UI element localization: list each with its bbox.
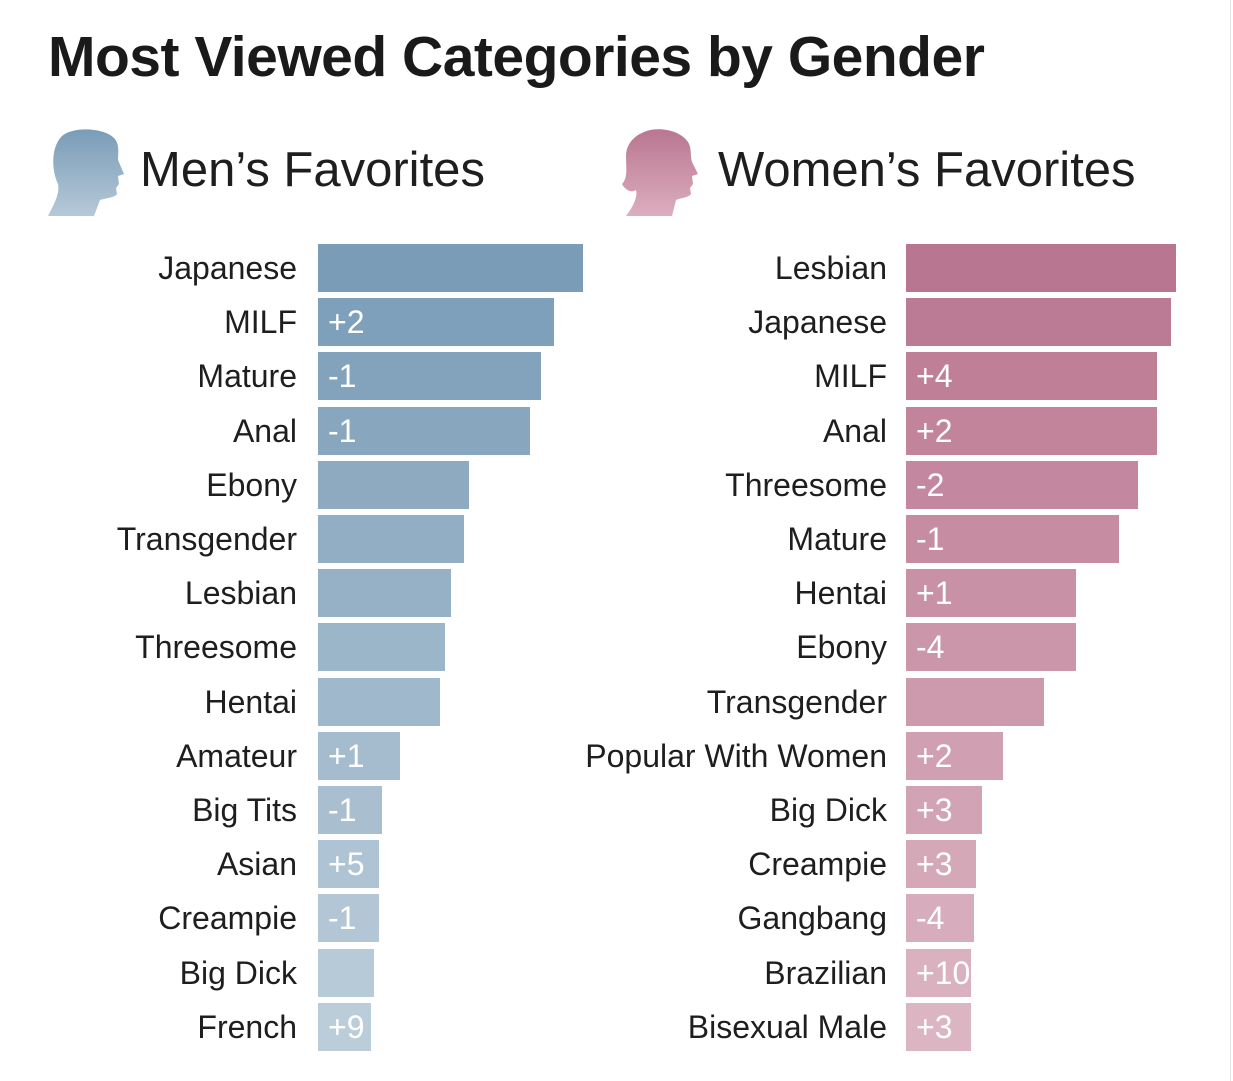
female-head-silhouette-icon — [622, 129, 698, 216]
men-bar — [318, 460, 470, 509]
women-bar — [906, 352, 1158, 401]
womens-favorites-title: Women’s Favorites — [718, 143, 1136, 197]
men-bar — [318, 298, 554, 347]
women-bar — [906, 244, 1176, 292]
women-bar — [906, 1002, 971, 1051]
women-category-label: Big Dick — [769, 792, 887, 828]
chart-title: Most Viewed Categories by Gender — [48, 25, 985, 89]
women-bar — [906, 569, 1077, 618]
women-category-label: Anal — [822, 412, 887, 449]
women-category-label: Gangbang — [737, 900, 887, 937]
women-bar — [906, 406, 1158, 455]
women-category-label: Lesbian — [774, 250, 887, 286]
men-rank-change-label: +5 — [328, 846, 365, 883]
men-category-label: MILF — [224, 304, 297, 341]
women-category-label: Threesome — [725, 466, 887, 503]
women-category-label: Ebony — [796, 629, 887, 666]
women-bar — [906, 840, 977, 889]
men-category-label: Asian — [216, 846, 297, 883]
women-category-label: Bisexual Male — [687, 1008, 887, 1045]
women-bar — [906, 948, 971, 997]
men-bar — [318, 244, 583, 292]
women-category-label: Hentai — [794, 575, 888, 612]
women-bar — [906, 894, 974, 943]
men-category-label: Japanese — [158, 250, 297, 286]
women-rank-change-label: +3 — [916, 1008, 953, 1045]
women-rank-change-label: +3 — [916, 846, 953, 883]
men-bar — [318, 515, 464, 563]
women-category-label: Japanese — [748, 304, 887, 341]
women-category-label: MILF — [814, 358, 887, 395]
women-bar — [906, 515, 1120, 563]
women-rank-change-label: +10 — [916, 954, 971, 991]
women-bar — [906, 623, 1077, 672]
men-bar — [318, 406, 530, 455]
men-bar — [318, 569, 451, 618]
men-bar — [318, 840, 379, 889]
men-category-label: Threesome — [135, 629, 297, 666]
men-category-label: Ebony — [206, 466, 297, 503]
men-category-label: Mature — [197, 358, 297, 395]
men-category-label: Transgender — [116, 521, 297, 557]
men-category-label: Big Tits — [192, 792, 297, 828]
women-category-label: Transgender — [706, 683, 887, 720]
women-rank-change-label: +2 — [916, 737, 953, 774]
men-bar — [318, 352, 541, 401]
men-bar — [318, 1002, 371, 1051]
women-rank-change-label: +1 — [916, 575, 953, 612]
men-bar — [318, 677, 440, 726]
women-category-label: Popular With Women — [585, 737, 887, 774]
men-rank-change-label: -1 — [328, 792, 357, 828]
men-category-label: Amateur — [176, 737, 297, 774]
men-category-label: Lesbian — [184, 575, 297, 612]
women-rank-change-label: +3 — [916, 792, 953, 828]
women-rank-change-label: -4 — [916, 900, 945, 937]
men-bar — [318, 731, 401, 780]
women-rank-change-label: -1 — [916, 521, 945, 557]
men-bar — [318, 786, 382, 834]
men-bar — [318, 948, 374, 997]
men-rank-change-label: -1 — [328, 900, 357, 937]
women-category-label: Creampie — [748, 846, 887, 883]
women-bar — [906, 460, 1139, 509]
women-rank-change-label: -4 — [916, 629, 945, 666]
men-category-label: French — [197, 1008, 297, 1045]
men-rank-change-label: +2 — [328, 304, 365, 341]
women-category-label: Brazilian — [764, 954, 887, 991]
women-rank-change-label: +2 — [916, 412, 953, 449]
men-bar — [318, 623, 446, 672]
men-category-label: Creampie — [158, 900, 297, 937]
women-rank-change-label: +4 — [916, 358, 953, 395]
men-category-label: Hentai — [204, 683, 298, 720]
right-border — [1230, 0, 1231, 1081]
men-category-label: Big Dick — [179, 954, 297, 991]
women-bar — [906, 677, 1044, 726]
men-rank-change-label: +1 — [328, 737, 365, 774]
men-bar — [318, 894, 379, 943]
men-rank-change-label: +9 — [328, 1008, 365, 1045]
men-rank-change-label: -1 — [328, 412, 357, 449]
male-head-silhouette-icon — [48, 129, 124, 216]
men-category-label: Anal — [232, 412, 297, 449]
women-bar — [906, 786, 982, 834]
women-rank-change-label: -2 — [916, 466, 945, 503]
mens-favorites-title: Men’s Favorites — [140, 143, 485, 197]
women-bar — [906, 731, 1004, 780]
men-rank-change-label: -1 — [328, 358, 357, 395]
women-bar — [906, 298, 1171, 347]
women-category-label: Mature — [787, 521, 887, 557]
